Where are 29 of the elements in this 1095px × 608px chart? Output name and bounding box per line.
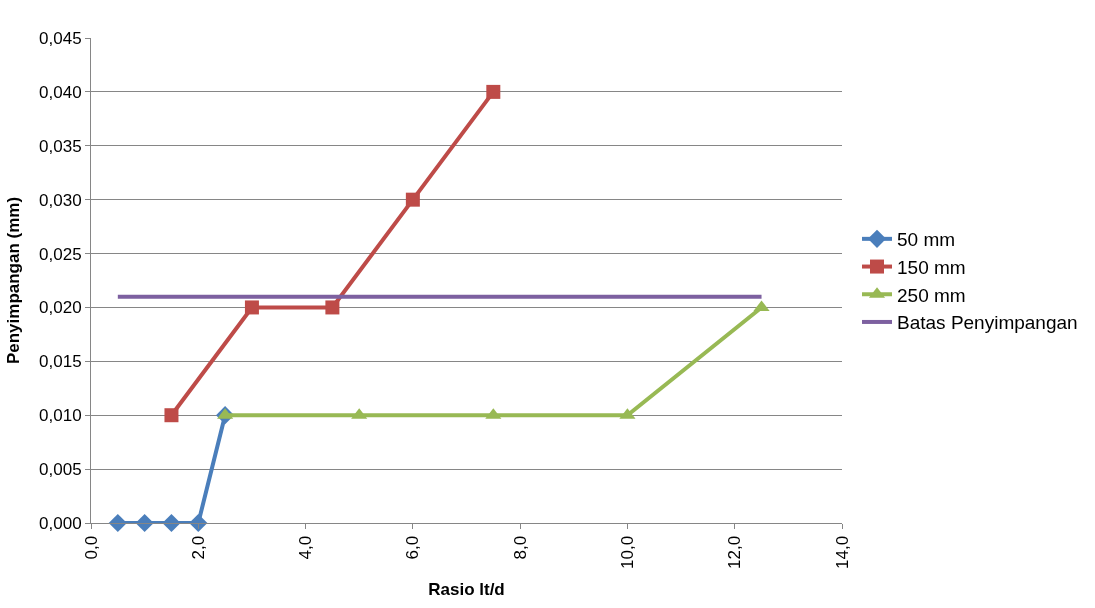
y-tick-label: 0,015 xyxy=(39,352,82,372)
y-tick-label: 0,005 xyxy=(39,460,82,480)
y-tick-label: 0,040 xyxy=(39,82,82,102)
x-tick-label: 0,0 xyxy=(81,535,101,560)
y-tick-label: 0,020 xyxy=(39,298,82,318)
x-tick-label: 6,0 xyxy=(403,535,423,560)
point xyxy=(164,408,179,423)
x-tick-label: 12,0 xyxy=(725,535,745,569)
legend-label: 250 mm xyxy=(897,284,966,306)
x-tick-label: 8,0 xyxy=(510,535,530,560)
y-axis-title: Penyimpangan (mm) xyxy=(3,196,23,365)
y-tick-label: 0,045 xyxy=(39,28,82,48)
point xyxy=(325,300,340,315)
point xyxy=(405,192,420,207)
x-tick-label: 4,0 xyxy=(296,535,316,560)
legend-label: 50 mm xyxy=(897,229,956,251)
x-tick-label: 2,0 xyxy=(188,535,208,560)
point xyxy=(486,84,501,99)
x-tick-label: 10,0 xyxy=(617,535,637,569)
y-tick-label: 0,025 xyxy=(39,244,82,264)
x-axis-title: Rasio lt/d xyxy=(428,580,505,600)
point xyxy=(244,300,259,315)
x-tick-label: 14,0 xyxy=(832,535,852,569)
y-tick-label: 0,000 xyxy=(39,513,82,533)
y-tick-label: 0,010 xyxy=(39,406,82,426)
legend-label: Batas Penyimpangan xyxy=(897,312,1078,334)
legend-label: 150 mm xyxy=(897,256,966,278)
y-tick-label: 0,035 xyxy=(39,136,82,156)
y-tick-label: 0,030 xyxy=(39,190,82,210)
